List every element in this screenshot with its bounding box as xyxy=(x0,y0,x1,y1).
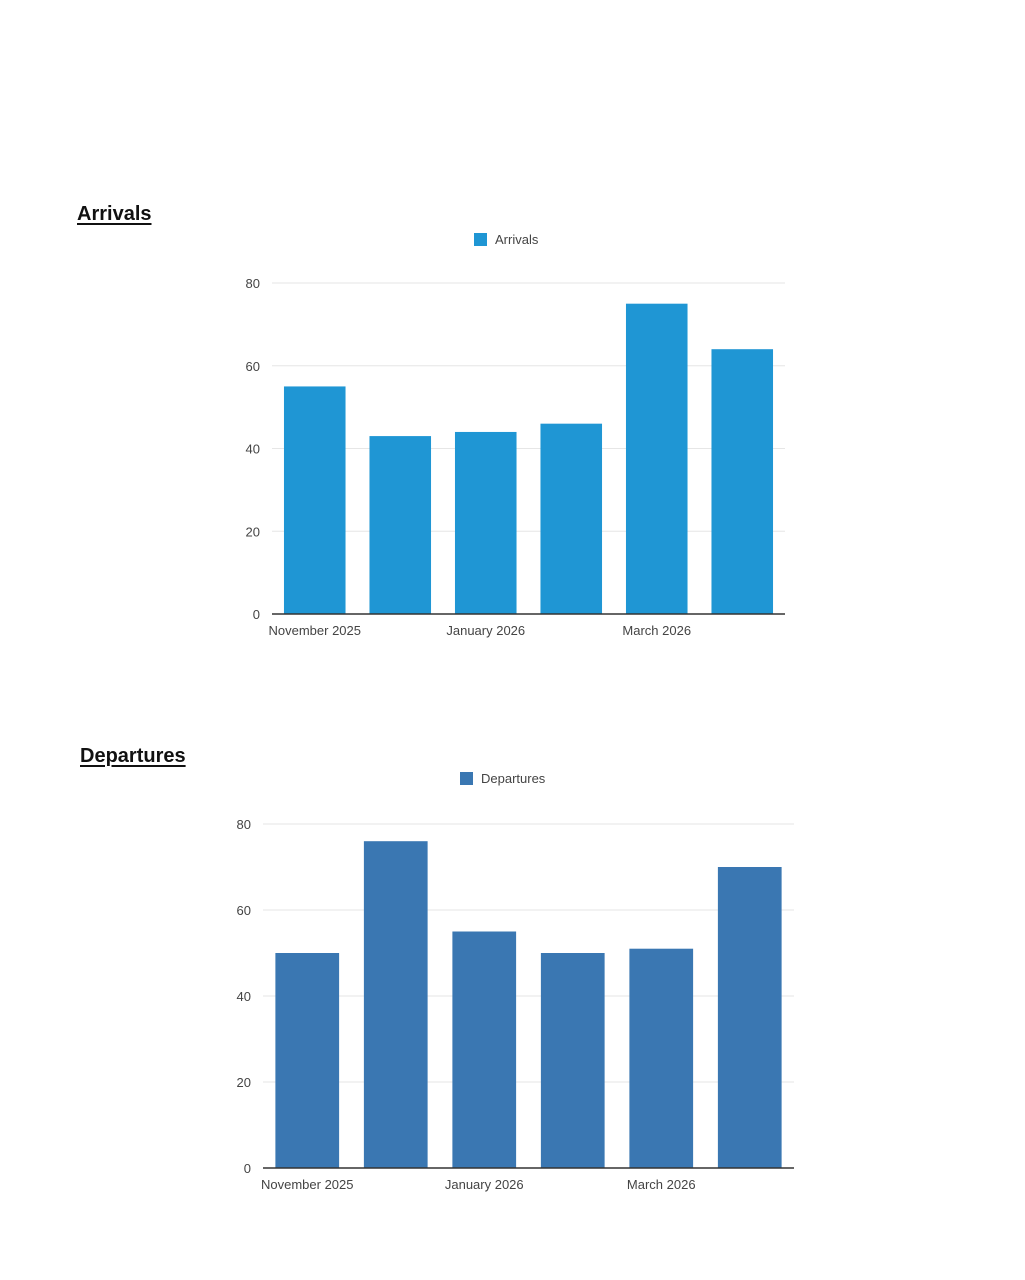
departures-section-title: Departures xyxy=(80,745,186,767)
bar xyxy=(452,931,517,1168)
bar xyxy=(275,953,340,1168)
x-tick-label: March 2026 xyxy=(627,1177,696,1192)
bar xyxy=(369,436,432,614)
departures-chart: 0 20 40 60 80 November 2025 January 2026 March … xyxy=(237,771,794,1192)
y-tick-label: 20 xyxy=(237,1075,251,1090)
x-tick-label: November 2025 xyxy=(261,1177,354,1192)
y-tick-label: 80 xyxy=(237,817,251,832)
y-tick-label: 20 xyxy=(246,524,260,539)
y-tick-label: 80 xyxy=(246,276,260,291)
y-tick-label: 60 xyxy=(246,359,260,374)
arrivals-chart: 0 20 40 60 80 November 2025 January 2026 March … xyxy=(246,232,785,638)
bar xyxy=(717,867,782,1168)
bar xyxy=(629,948,694,1168)
bar xyxy=(540,953,605,1168)
x-tick-label: January 2026 xyxy=(445,1177,524,1192)
arrivals-section-title: Arrivals xyxy=(77,203,152,225)
legend-label: Arrivals xyxy=(495,232,539,247)
bar xyxy=(363,841,428,1168)
x-tick-label: January 2026 xyxy=(446,623,525,638)
bar xyxy=(625,303,688,614)
legend-label: Departures xyxy=(481,771,546,786)
bar xyxy=(283,386,346,614)
y-tick-label: 0 xyxy=(253,607,260,622)
legend-swatch xyxy=(474,233,487,246)
bar xyxy=(454,431,517,614)
x-tick-label: November 2025 xyxy=(269,623,362,638)
y-tick-label: 60 xyxy=(237,903,251,918)
bar xyxy=(711,349,774,614)
legend-swatch xyxy=(460,772,473,785)
bar xyxy=(540,423,603,614)
y-tick-label: 0 xyxy=(244,1161,251,1176)
x-tick-label: March 2026 xyxy=(622,623,691,638)
y-tick-label: 40 xyxy=(237,989,251,1004)
y-tick-label: 40 xyxy=(246,442,260,457)
